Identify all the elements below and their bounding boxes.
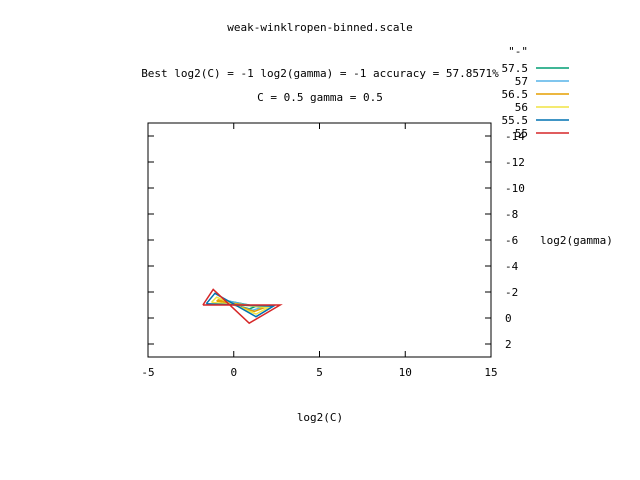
x-tick-label: 5 bbox=[316, 366, 323, 379]
y-tick-label: -4 bbox=[505, 260, 519, 273]
x-tick-label: 10 bbox=[399, 366, 412, 379]
chart-subtitle-best: Best log2(C) = -1 log2(gamma) = -1 accur… bbox=[141, 67, 499, 80]
chart-title: weak-winklropen-binned.scale bbox=[227, 21, 412, 34]
x-tick-label: 0 bbox=[230, 366, 237, 379]
legend-title: "-" bbox=[508, 45, 528, 58]
contour-line-55 bbox=[202, 288, 283, 325]
x-tick-label: 15 bbox=[484, 366, 497, 379]
y-axis-label: log2(gamma) bbox=[540, 234, 613, 247]
plot-area-border bbox=[147, 122, 492, 358]
chart-subtitle-params: C = 0.5 gamma = 0.5 bbox=[257, 91, 383, 104]
y-tick-label: -8 bbox=[505, 208, 518, 221]
y-tick-label: -2 bbox=[505, 286, 518, 299]
legend-label: 56 bbox=[515, 101, 528, 114]
y-tick-label: 0 bbox=[505, 312, 512, 325]
legend-label: 57.5 bbox=[502, 62, 529, 75]
x-axis: -5 0 5 10 15 bbox=[141, 123, 498, 379]
x-tick-label: -5 bbox=[141, 366, 154, 379]
y-tick-label: -10 bbox=[505, 182, 525, 195]
y-axis: 2 0 -2 -4 -6 -8 -10 -12 -14 bbox=[148, 130, 525, 351]
legend-label: 57 bbox=[515, 75, 528, 88]
legend-label: 56.5 bbox=[502, 88, 529, 101]
legend-label: 55.5 bbox=[502, 114, 529, 127]
legend-label: 55 bbox=[515, 127, 528, 140]
contour-lines bbox=[202, 288, 283, 325]
x-axis-label: log2(C) bbox=[297, 411, 343, 424]
y-tick-label: -12 bbox=[505, 156, 525, 169]
y-tick-label: 2 bbox=[505, 338, 512, 351]
y-tick-label: -6 bbox=[505, 234, 518, 247]
y-tick-label: -14 bbox=[505, 130, 525, 143]
